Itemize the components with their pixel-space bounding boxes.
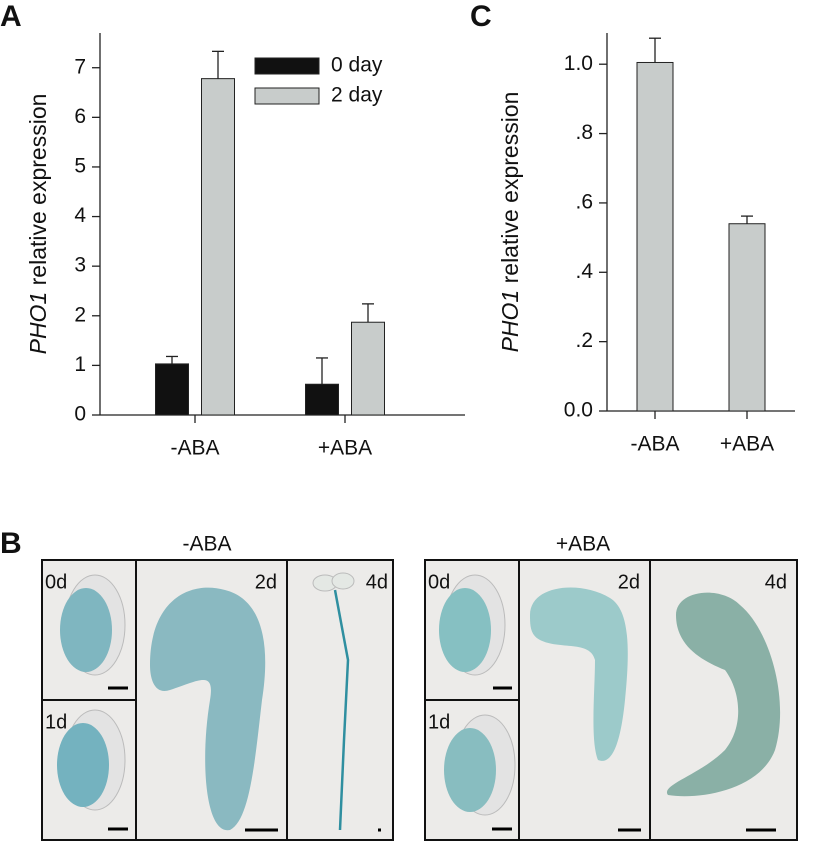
y-tick-label: 0 (74, 403, 86, 426)
y-tick-label: 7 (74, 55, 86, 78)
panel-letter: A (0, 0, 22, 33)
cotyledon (331, 572, 355, 590)
x-tick-label: -ABA (630, 433, 679, 456)
y-tick-label: 6 (74, 105, 86, 128)
photo-label: 2d (255, 571, 277, 593)
error-bar (166, 355, 178, 364)
bar (305, 383, 339, 416)
y-axis-label-italic: PHO1 (25, 292, 51, 355)
y-tick-label: 1.0 (564, 52, 593, 75)
x-tick-label: +ABA (720, 433, 774, 456)
y-tick-label: 3 (74, 254, 86, 277)
legend-label: 2 day (331, 84, 383, 107)
y-tick-label: 4 (74, 204, 86, 227)
error-bar (362, 303, 374, 323)
y-tick-label: .2 (575, 329, 593, 352)
bar (201, 78, 235, 416)
y-tick-label: 0.0 (564, 399, 593, 422)
x-tick-label: +ABA (318, 437, 372, 460)
bar (351, 321, 385, 416)
panel-letter: B (0, 527, 22, 560)
y-axis-label-text: relative expression (25, 94, 51, 286)
embryo (439, 588, 491, 672)
error-bar (212, 50, 224, 79)
seedling (530, 587, 628, 761)
group-title: -ABA (182, 533, 231, 556)
y-tick-label: 1 (74, 353, 86, 376)
y-tick-label: 2 (74, 303, 86, 326)
y-tick-label: 5 (74, 154, 86, 177)
root (333, 589, 350, 831)
y-axis-label: PHO1 relative expression (25, 94, 51, 355)
error-bar (316, 357, 328, 385)
panel-letter: C (470, 0, 492, 33)
legend-swatch (254, 87, 320, 105)
bar (728, 223, 766, 412)
embryo (444, 728, 496, 812)
bar (155, 363, 189, 416)
photo-frame (286, 559, 394, 841)
error-bar (649, 37, 661, 63)
legend-swatch (254, 57, 320, 75)
group-title: +ABA (556, 533, 610, 556)
photo-label: 4d (765, 571, 787, 593)
seedling (150, 587, 266, 831)
photo-label: 1d (428, 711, 450, 733)
photo-label: 0d (428, 571, 450, 593)
photo-label: 0d (45, 571, 67, 593)
error-bar (741, 215, 753, 224)
photo-label: 1d (45, 711, 67, 733)
seedling (666, 592, 781, 797)
y-axis-label-text: relative expression (497, 92, 523, 284)
embryo (60, 588, 112, 672)
y-tick-label: .8 (575, 121, 593, 144)
y-axis-label: PHO1 relative expression (497, 92, 523, 353)
y-tick-label: .6 (575, 190, 593, 213)
photo-label: 2d (618, 571, 640, 593)
photo-label: 4d (366, 571, 388, 593)
y-tick-label: .4 (575, 260, 593, 283)
bar (636, 61, 674, 412)
embryo (57, 723, 109, 807)
legend-label: 0 day (331, 54, 383, 77)
x-tick-label: -ABA (170, 437, 219, 460)
photo-group (41, 559, 798, 841)
y-axis-label-italic: PHO1 (497, 290, 523, 353)
